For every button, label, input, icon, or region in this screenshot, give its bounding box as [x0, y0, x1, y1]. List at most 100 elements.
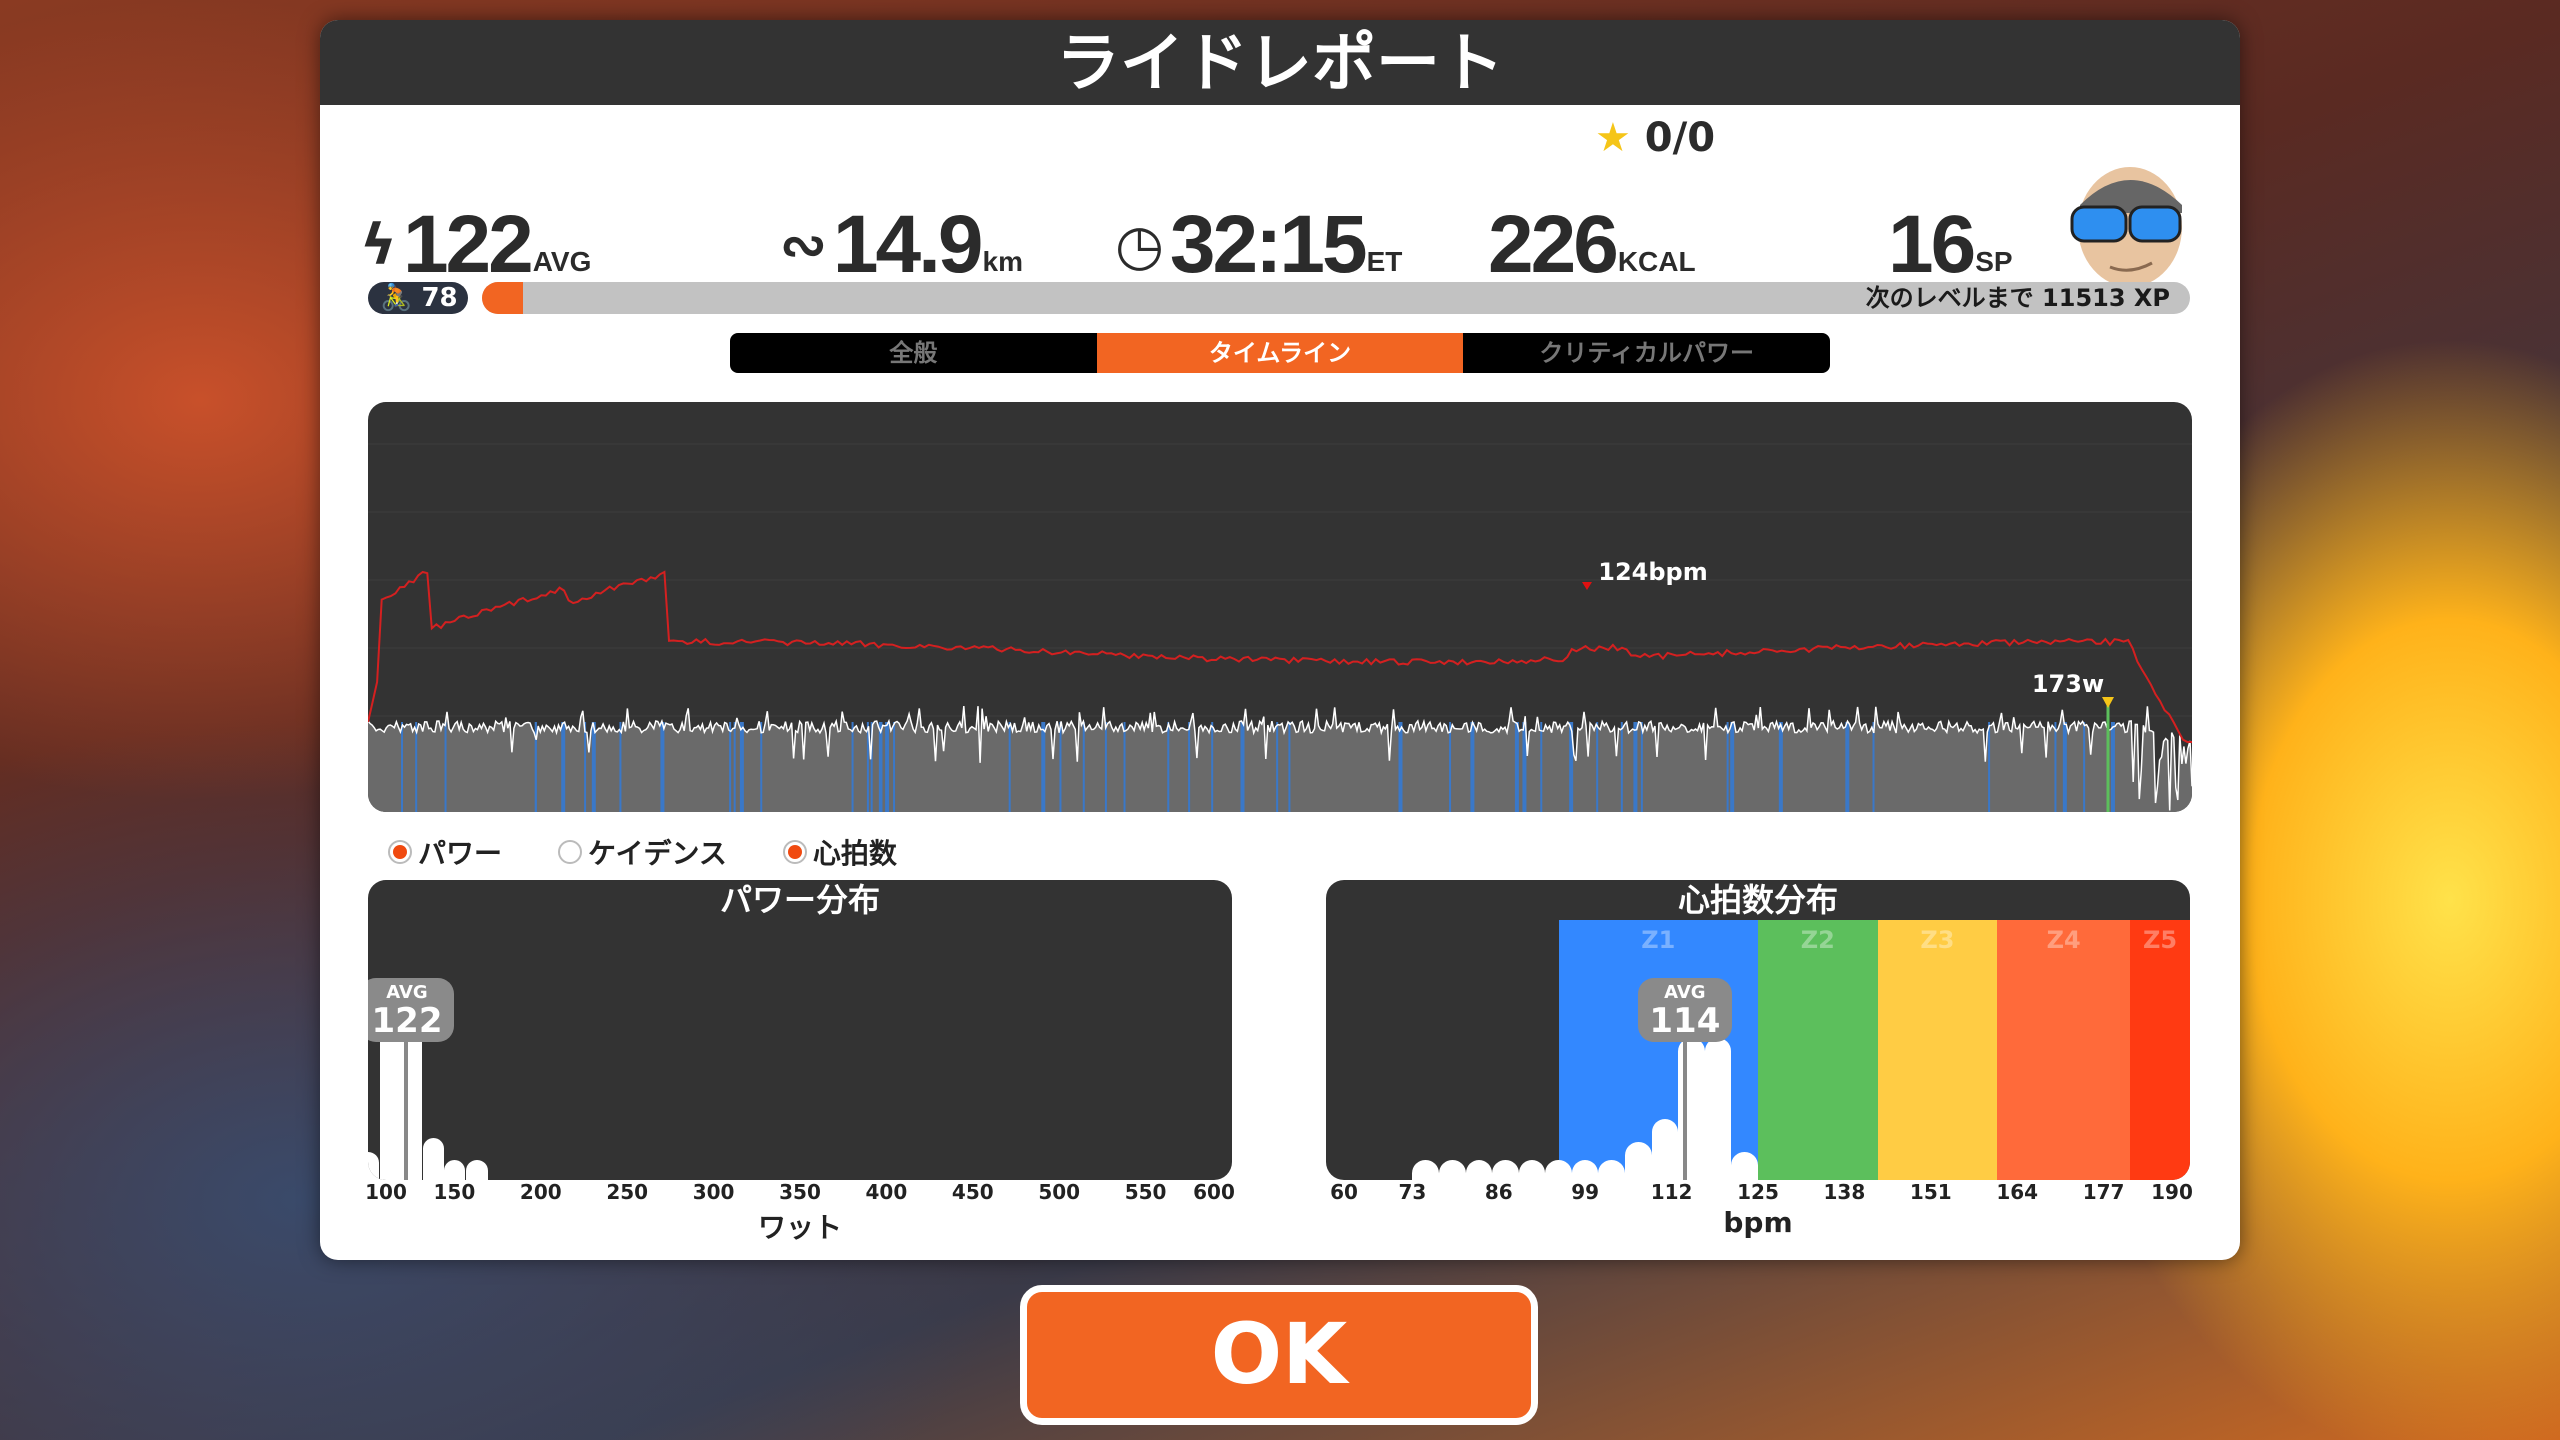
- stat-value: 226: [1488, 199, 1619, 290]
- stat-value: 16: [1888, 199, 1976, 290]
- power-spike: [1104, 722, 1107, 812]
- zone-z3: Z3: [1877, 920, 1998, 1180]
- power-spike: [660, 722, 665, 812]
- tab-overview[interactable]: 全般: [889, 339, 938, 367]
- histogram-bar: [1571, 1160, 1599, 1180]
- power-line: [368, 706, 2192, 811]
- power-spike: [1778, 722, 1783, 812]
- stat-sport-points: 16 SP: [1888, 180, 2013, 290]
- avg-label: AVG: [1664, 982, 1706, 1003]
- tick-label: 150: [433, 1180, 476, 1204]
- zone-z5: Z5: [2130, 920, 2190, 1180]
- histogram-bar: [1412, 1160, 1439, 1180]
- power-spike: [1276, 722, 1279, 812]
- power-spike: [1845, 722, 1850, 812]
- stat-unit: KCAL: [1617, 246, 1696, 277]
- stat-unit: SP: [1975, 246, 2013, 277]
- stars-value: 0/0: [1644, 115, 1716, 161]
- radio-unchecked[interactable]: [558, 840, 583, 864]
- stat-distance: ∾ 14.9 km: [780, 180, 1023, 290]
- stat-value: 32:15: [1169, 199, 1368, 290]
- power-x-label: ワット: [757, 1211, 842, 1244]
- lightning-icon: ϟ: [360, 213, 397, 278]
- histogram-bar: [466, 1160, 488, 1180]
- power-spike: [1123, 722, 1126, 812]
- hr-x-ticks: 60 73 86 99 112 125 138 151 164 177 190: [1326, 1180, 2193, 1210]
- zone-z2: Z2: [1758, 920, 1878, 1180]
- power-spike: [851, 722, 854, 812]
- tick-label: 112: [1650, 1180, 1693, 1204]
- power-spike: [1041, 722, 1046, 812]
- route-icon: ∾: [780, 213, 827, 278]
- power-spike: [1398, 722, 1403, 812]
- power-peak-marker: [2102, 697, 2114, 708]
- tick-label: 125: [1737, 1180, 1779, 1204]
- star-icon: ★: [1595, 115, 1631, 161]
- xp-progress-bar: 次のレベルまで 11513 XP: [482, 282, 2190, 314]
- power-spike: [1449, 722, 1452, 812]
- avg-label: AVG: [386, 982, 428, 1003]
- tick-label: 350: [779, 1180, 821, 1204]
- power-area: [368, 706, 2192, 812]
- tick-label: 250: [606, 1180, 649, 1204]
- radio-checked[interactable]: [388, 840, 412, 864]
- power-spike: [401, 722, 404, 812]
- tick-label: 73: [1398, 1180, 1427, 1204]
- power-spike: [1167, 722, 1170, 812]
- tick-label: 500: [1038, 1180, 1081, 1204]
- toggle-heart-rate[interactable]: 心拍数: [782, 832, 897, 872]
- power-spike: [1188, 722, 1191, 812]
- stat-power: ϟ 122 AVG: [360, 180, 591, 290]
- timeline-chart: 173w 124bpm: [368, 402, 2192, 812]
- toggle-label: 心拍数: [812, 837, 897, 870]
- toggle-cadence[interactable]: ケイデンス: [558, 832, 727, 872]
- tab-timeline[interactable]: タイムライン: [1096, 333, 1464, 373]
- tick-label: 151: [1909, 1180, 1952, 1204]
- power-spike: [1620, 722, 1623, 812]
- stat-unit: km: [982, 246, 1023, 277]
- hr-peak-label: 124bpm: [1598, 558, 1707, 586]
- power-spike: [534, 722, 537, 812]
- power-spike: [1540, 722, 1543, 812]
- power-spike: [591, 722, 596, 812]
- power-spike: [584, 722, 587, 812]
- clock-icon: ◷: [1115, 213, 1164, 278]
- page-title: ライドレポート: [320, 20, 2240, 105]
- tick-label: 100: [365, 1180, 407, 1204]
- histogram-bar: [1651, 1119, 1679, 1180]
- tick-label: 99: [1571, 1180, 1600, 1204]
- xp-label: 次のレベルまで: [1865, 284, 2034, 312]
- tick-label: 86: [1484, 1180, 1513, 1204]
- power-spike: [415, 722, 418, 812]
- radio-checked[interactable]: [782, 840, 807, 864]
- histogram-bar: [1438, 1160, 1466, 1180]
- histogram-bar: [1465, 1160, 1493, 1180]
- power-spike: [1008, 722, 1011, 812]
- power-spike: [2083, 722, 2086, 812]
- avg-value: 114: [1649, 1001, 1721, 1041]
- power-spike: [729, 722, 732, 812]
- chart-title: パワー分布: [719, 881, 880, 919]
- power-spike: [1569, 722, 1572, 812]
- histogram-bar: [1678, 1037, 1705, 1180]
- xp-progress-fill: [482, 282, 523, 314]
- power-spike: [1596, 722, 1599, 812]
- histogram-bar: [422, 1138, 445, 1180]
- power-spike: [2062, 722, 2067, 812]
- chart-title: 心拍数分布: [1677, 881, 1838, 919]
- tab-critical-power[interactable]: クリティカルパワー: [1539, 339, 1754, 367]
- power-distribution-chart: パワー分布 AVG 122: [368, 880, 1232, 1180]
- power-spike: [893, 722, 896, 812]
- avatar[interactable]: [2060, 155, 2195, 290]
- tick-label: 400: [865, 1180, 908, 1204]
- avg-value: 122: [371, 1001, 443, 1041]
- power-spike: [870, 722, 873, 812]
- histogram-bar: [1625, 1142, 1652, 1180]
- ok-button[interactable]: OK: [1020, 1285, 1538, 1425]
- toggle-power[interactable]: パワー: [388, 832, 502, 872]
- power-spike: [619, 722, 622, 812]
- power-spike: [1470, 722, 1475, 812]
- tick-label: 190: [2151, 1180, 2193, 1204]
- histogram-bar: [1731, 1151, 1758, 1180]
- tick-label: 300: [692, 1180, 735, 1204]
